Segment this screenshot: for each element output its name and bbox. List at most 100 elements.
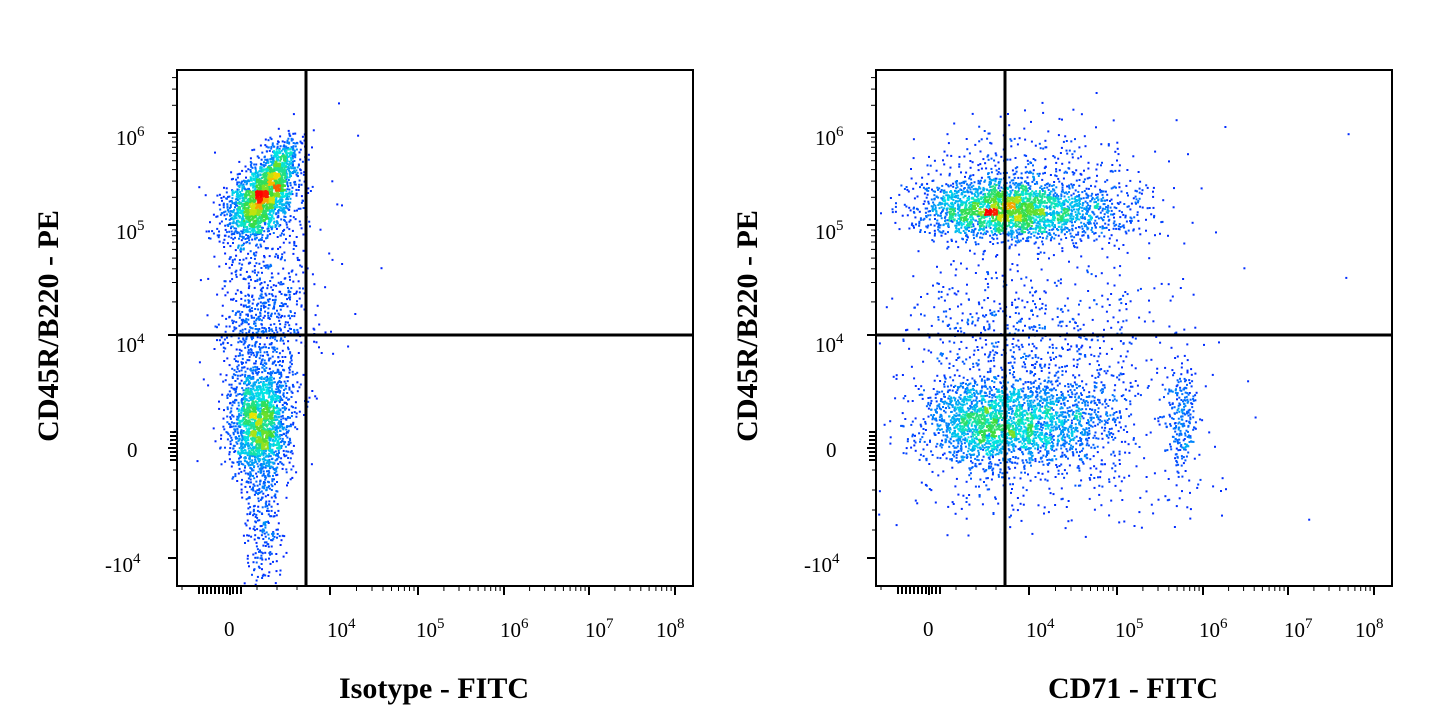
data-point [292,423,295,426]
data-point [256,451,259,454]
data-point [266,428,269,430]
data-point [251,434,254,437]
data-point [282,339,285,342]
data-point [274,208,276,211]
data-point [250,412,253,415]
data-point [283,180,286,183]
data-point [289,174,292,177]
data-point [260,267,263,269]
data-point [269,406,272,409]
data-point [293,331,296,334]
data-point [226,203,229,206]
data-point [354,313,357,315]
data-point [257,219,259,222]
data-point [270,404,272,406]
data-point [272,157,275,160]
data-point [269,467,271,470]
data-point [235,321,238,324]
data-point [241,232,244,235]
data-point [242,244,245,246]
data-point [284,195,287,198]
data-point [264,551,267,554]
data-point [295,173,298,176]
data-point [242,224,245,227]
data-point [270,398,273,401]
data-point [282,145,285,148]
data-point [263,171,266,174]
data-point [238,203,241,206]
data-point [222,380,225,383]
data-point [253,430,256,433]
data-point [309,190,312,192]
data-point [244,397,247,400]
data-point [274,151,277,154]
data-point [252,418,255,421]
data-point [268,220,271,223]
data-point [275,195,278,198]
data-point [259,144,262,147]
data-point [242,237,245,240]
data-point [268,316,270,319]
data-point [252,421,255,424]
data-point [281,184,284,187]
data-point [269,553,272,556]
data-point [240,441,243,444]
data-point [269,371,272,374]
data-point [257,351,259,354]
data-point [290,468,293,471]
data-point [220,463,223,466]
data-point [293,328,296,331]
data-point [257,447,260,450]
data-point [238,467,241,470]
data-point [255,393,258,396]
data-point [270,170,273,173]
data-point [236,188,239,191]
data-point [236,289,239,292]
data-point [290,415,293,418]
data-point [240,433,243,436]
data-point [237,192,240,195]
data-point [252,440,255,443]
data-point [233,203,236,205]
data-point [300,265,303,268]
data-point [293,183,296,186]
data-point [259,529,262,532]
data-point [264,222,267,225]
data-point [251,191,253,194]
data-point [261,445,264,448]
data-point [275,490,278,493]
data-point [271,480,274,483]
data-point [255,456,258,459]
data-point [249,223,252,226]
data-point [269,196,272,199]
data-point [271,532,274,535]
data-point [287,314,290,317]
data-point [267,187,270,190]
data-point [243,409,246,411]
data-point [228,218,231,221]
data-point [268,463,271,466]
data-point [282,156,285,159]
data-point [262,377,265,380]
data-point [273,171,276,173]
data-point [275,224,278,227]
data-point [202,378,205,381]
data-point [272,438,275,441]
data-point [279,305,281,307]
data-point [259,491,262,494]
data-point [313,340,316,343]
data-point [271,466,274,469]
data-point [320,352,323,354]
data-point [228,200,231,203]
data-point [270,383,273,386]
data-point [246,454,249,457]
data-point [241,215,244,218]
data-point [267,474,270,477]
data-point [261,568,263,571]
data-point [235,214,238,217]
data-point [212,213,215,216]
data-point [236,176,239,179]
data-point [253,182,256,185]
data-point [266,236,269,239]
data-point [229,423,232,426]
